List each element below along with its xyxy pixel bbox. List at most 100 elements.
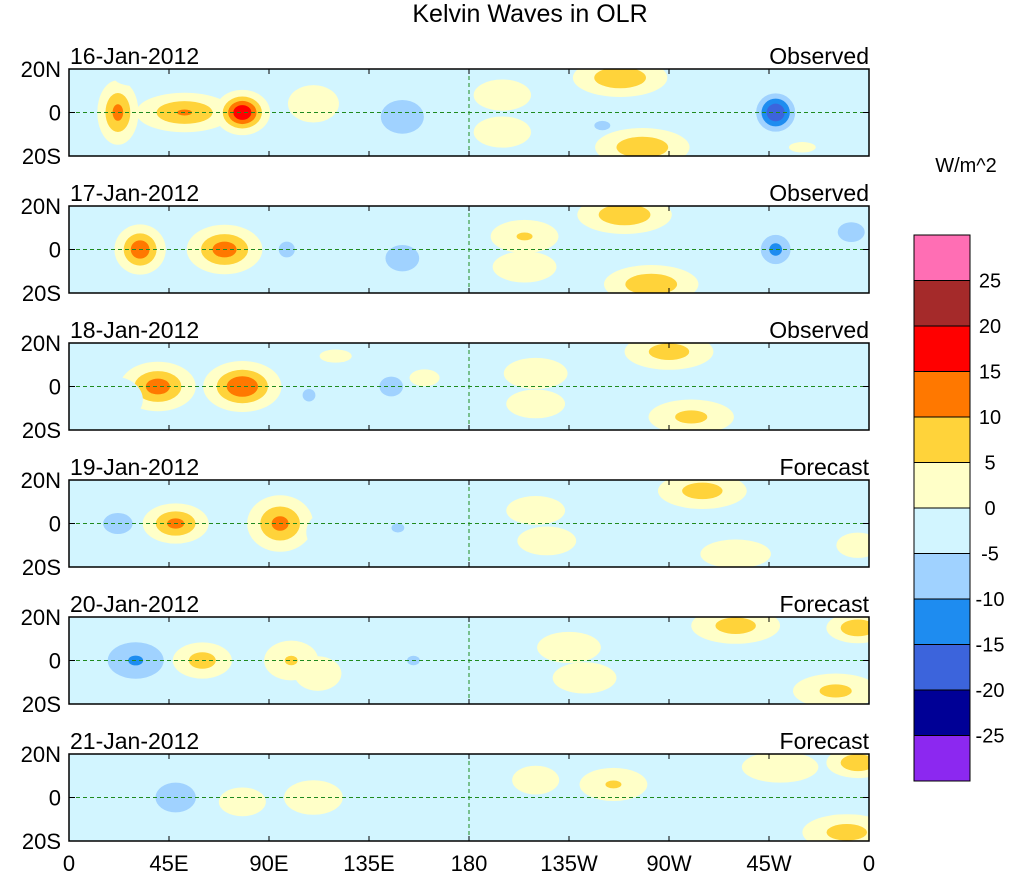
anomaly-contour [218, 787, 266, 817]
anomaly-contour [395, 498, 454, 522]
anomaly-contour [667, 75, 715, 133]
anomaly-contour [516, 232, 533, 241]
anomaly-contour [306, 509, 366, 556]
anomaly-contour [287, 85, 339, 123]
y-tick-label: 20N [21, 331, 61, 356]
anomaly-contour [741, 754, 819, 783]
anomaly-field [131, 754, 869, 841]
anomaly-contour [837, 222, 865, 242]
y-tick-label: 20S [22, 692, 61, 717]
x-tick-label: 180 [451, 851, 488, 876]
anomaly-contour [766, 103, 785, 122]
anomaly-contour [553, 797, 607, 824]
panel-date: 21-Jan-2012 [70, 728, 199, 754]
anomaly-contour [391, 523, 405, 533]
anomaly-contour [112, 104, 124, 121]
anomaly-contour [473, 79, 532, 111]
colorbar-swatch [913, 689, 971, 736]
y-tick-label: 20S [22, 144, 61, 169]
anomaly-contour [687, 790, 740, 822]
colorbar-label: 10 [979, 407, 1001, 429]
anomaly-contour [302, 388, 316, 402]
panel-status: Forecast [780, 454, 870, 480]
y-tick-label: 20S [22, 829, 61, 854]
anomaly-contour [284, 780, 343, 815]
anomaly-contour [715, 617, 756, 634]
anomaly-contour [492, 251, 557, 283]
anomaly-contour [233, 105, 252, 120]
y-tick-label: 20N [21, 742, 61, 767]
anomaly-contour [819, 684, 852, 698]
anomaly-contour [537, 631, 601, 664]
anomaly-contour [814, 489, 858, 515]
anomaly-contour [512, 765, 560, 795]
panel: 20N 0 20S 16-Jan-2012 Observed [21, 43, 870, 169]
y-tick-label: 0 [49, 512, 61, 537]
anomaly-contour [145, 378, 170, 395]
colorbar-label: 20 [979, 316, 1001, 338]
x-tick-label: 90W [646, 851, 691, 876]
colorbar-label: -25 [976, 726, 1005, 748]
x-tick-label: 90E [249, 851, 288, 876]
colorbar-label: -5 [981, 544, 999, 566]
anomaly-contour [675, 410, 708, 424]
y-tick-label: 20S [22, 555, 61, 580]
colorbar-swatch [913, 507, 971, 554]
colorbar-swatch [913, 553, 971, 600]
anomaly-contour [598, 206, 651, 226]
panel: 20N 0 20S 19-Jan-2012 Forecast [21, 454, 870, 580]
anomaly-contour [380, 99, 424, 134]
anomaly-contour [385, 245, 420, 272]
panel-group: 20N 0 20S 16-Jan-2012 Observed 20N 0 20S 17-Jan-… [21, 43, 870, 854]
anomaly-contour [319, 349, 352, 363]
colorbar-swatch [913, 325, 971, 372]
anomaly-contour [682, 482, 723, 500]
colorbar-units-label: W/m^2 [935, 155, 997, 177]
anomaly-contour [226, 376, 259, 397]
anomaly-contour [794, 117, 855, 143]
panel: 20N 0 20S 21-Jan-2012 Forecast [21, 728, 870, 854]
chart-title: Kelvin Waves in OLR [412, 0, 647, 28]
anomaly-contour [605, 780, 622, 789]
colorbar-label: -15 [976, 635, 1005, 657]
anomaly-contour [356, 788, 404, 824]
y-tick-label: 20S [22, 418, 61, 443]
x-axis: 0 45E 90E 135E 180 135W 90W 45W 0 [63, 851, 875, 876]
y-tick-label: 0 [49, 786, 61, 811]
anomaly-contour [517, 526, 577, 556]
anomaly-contour [503, 357, 568, 390]
anomaly-contour [616, 136, 669, 156]
anomaly-contour [625, 273, 678, 293]
colorbar: 25 20 15 10 5 0 -5 -10 -15 -20 -25 [913, 234, 1005, 782]
panel: 20N 0 20S 17-Jan-2012 Observed [21, 180, 870, 306]
y-tick-label: 20S [22, 281, 61, 306]
anomaly-contour [798, 251, 851, 283]
y-tick-label: 20N [21, 194, 61, 219]
anomaly-contour [448, 778, 513, 817]
panel: 20N 0 20S 20-Jan-2012 Forecast [21, 591, 870, 717]
anomaly-contour [769, 243, 783, 256]
panel-status: Observed [769, 43, 869, 69]
anomaly-contour [648, 343, 690, 360]
y-tick-label: 0 [49, 375, 61, 400]
x-tick-label: 135E [343, 851, 394, 876]
anomaly-contour [840, 754, 869, 772]
x-tick-label: 45W [746, 851, 791, 876]
colorbar-swatch [913, 462, 971, 509]
colorbar-swatch [913, 598, 971, 645]
anomaly-contour [284, 655, 298, 666]
anomaly-contour [506, 496, 566, 525]
anomaly-contour [103, 512, 133, 535]
anomaly-contour [788, 142, 816, 153]
y-tick-label: 0 [49, 649, 61, 674]
colorbar-swatch [913, 416, 971, 463]
x-tick-label: 135W [540, 851, 598, 876]
anomaly-contour [294, 245, 342, 280]
y-tick-label: 20N [21, 468, 61, 493]
colorbar-label: -10 [976, 589, 1005, 611]
colorbar-label: -20 [976, 680, 1005, 702]
panel-date: 19-Jan-2012 [70, 454, 199, 480]
anomaly-contour [587, 508, 640, 539]
anomaly-contour [700, 539, 771, 567]
panel: 20N 0 20S 18-Jan-2012 Observed [21, 317, 870, 443]
